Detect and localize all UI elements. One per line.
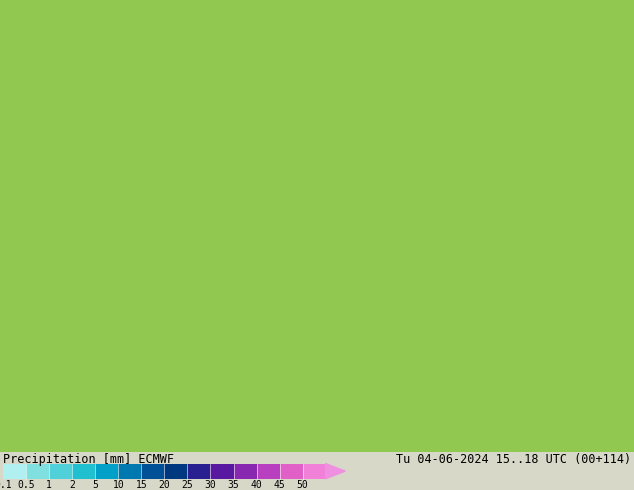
Bar [164,464,188,479]
Bar [280,464,302,479]
Bar [72,464,95,479]
Text: Precipitation [mm] ECMWF: Precipitation [mm] ECMWF [3,453,174,466]
Text: 20: 20 [158,480,171,490]
Bar [188,464,210,479]
Text: 15: 15 [136,480,147,490]
Text: 45: 45 [274,480,285,490]
Polygon shape [326,464,346,479]
Bar [257,464,280,479]
Text: 2: 2 [69,480,75,490]
Text: 50: 50 [297,480,309,490]
Bar [49,464,72,479]
Text: 30: 30 [205,480,216,490]
Text: 25: 25 [181,480,193,490]
Bar [26,464,49,479]
Bar [210,464,233,479]
Text: 10: 10 [112,480,124,490]
Text: 0.5: 0.5 [17,480,35,490]
Bar [95,464,119,479]
Bar [141,464,164,479]
Text: 5: 5 [93,480,98,490]
Bar [302,464,326,479]
Text: Tu 04-06-2024 15..18 UTC (00+114): Tu 04-06-2024 15..18 UTC (00+114) [396,453,631,466]
Text: 40: 40 [250,480,262,490]
Text: 35: 35 [228,480,240,490]
Text: 1: 1 [46,480,52,490]
Bar [119,464,141,479]
Bar [233,464,257,479]
Text: 0.1: 0.1 [0,480,12,490]
Bar [3,464,26,479]
